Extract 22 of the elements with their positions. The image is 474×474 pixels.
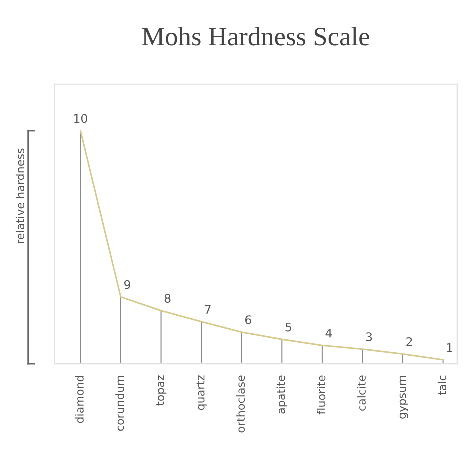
x-tick-label: calcite xyxy=(357,376,366,411)
annotation: 10 xyxy=(74,114,88,124)
annotation: 3 xyxy=(366,332,372,342)
x-tick-label: corundum xyxy=(116,376,124,432)
annotation: 5 xyxy=(286,322,292,332)
annotation: 6 xyxy=(245,316,252,324)
x-tick-label: talc xyxy=(438,376,447,396)
x-tick-label: gypsum xyxy=(400,376,408,419)
annotation: 7 xyxy=(205,305,211,314)
x-tick-label: fluorite xyxy=(317,376,326,415)
x-tick-label: quartz xyxy=(196,376,207,410)
annotation: 8 xyxy=(164,294,171,304)
y-axis-title: relative hardness xyxy=(16,148,25,244)
annotation: 1 xyxy=(447,343,453,352)
x-tick-label: apatite xyxy=(276,376,288,414)
annotation: 4 xyxy=(326,329,332,338)
x-tick-label: topaz xyxy=(156,376,167,406)
chart-title: Mohs Hardness Scale xyxy=(142,27,370,46)
x-tick-label: diamond xyxy=(75,376,84,424)
x-tick-label: orthoclase xyxy=(236,376,246,433)
annotation: 2 xyxy=(406,337,412,346)
annotation: 9 xyxy=(124,280,130,290)
